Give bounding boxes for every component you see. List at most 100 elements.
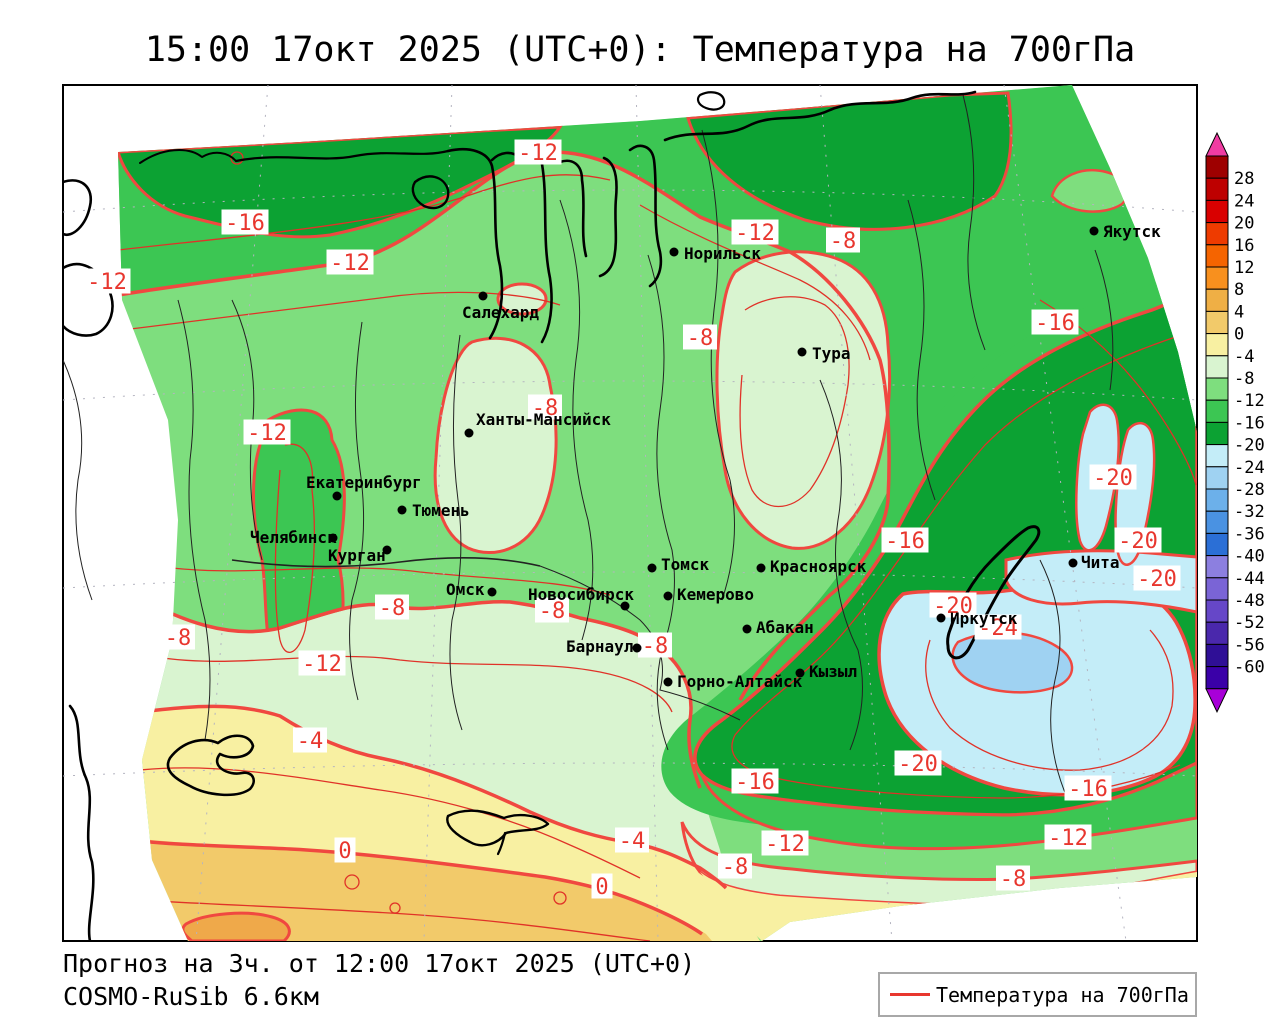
city-label: Екатеринбург xyxy=(306,473,422,492)
colorbar-cell xyxy=(1206,223,1228,245)
contour-label: -8 xyxy=(830,229,857,254)
city-label: Тура xyxy=(812,344,851,363)
city-label: Томск xyxy=(661,555,710,574)
colorbar-tick-label: 20 xyxy=(1234,214,1254,234)
colorbar-cell xyxy=(1206,467,1228,489)
city-dot xyxy=(664,592,673,601)
colorbar-cell xyxy=(1206,289,1228,311)
colorbar: 2824201612840-4-8-12-16-20-24-28-32-36-4… xyxy=(1206,133,1265,712)
contour-label: -12 xyxy=(330,251,370,276)
city-dot xyxy=(743,625,752,634)
contour-label: 0 xyxy=(338,839,351,864)
colorbar-tick-label: 4 xyxy=(1234,302,1244,322)
colorbar-cell xyxy=(1206,578,1228,600)
city-label: Новосибирск xyxy=(528,585,634,604)
contour-label: -16 xyxy=(1068,777,1108,802)
colorbar-tick-label: 8 xyxy=(1234,280,1244,300)
contour-label: -8 xyxy=(165,626,192,651)
legend-line-swatch xyxy=(890,993,930,996)
city-label: Курган xyxy=(328,546,386,565)
city-label: Кызыл xyxy=(809,662,857,681)
contour-label: -12 xyxy=(1048,826,1088,851)
colorbar-cell xyxy=(1206,667,1228,689)
city-dot xyxy=(798,348,807,357)
city-dot xyxy=(796,669,805,678)
colorbar-tick-label: -8 xyxy=(1234,369,1254,389)
contour-label: -8 xyxy=(722,855,749,880)
city-label: Тюмень xyxy=(412,501,470,520)
city-label: Красноярск xyxy=(770,557,867,576)
model-name-text: COSMO-RuSib 6.6км xyxy=(63,980,695,1014)
city-label: Абакан xyxy=(756,618,814,637)
colorbar-cell xyxy=(1206,356,1228,378)
city-label: Якутск xyxy=(1103,222,1161,241)
colorbar-cell xyxy=(1206,245,1228,267)
city-label: Челябинск xyxy=(250,528,337,547)
contour-label: -8 xyxy=(379,596,406,621)
weather-map-page: 15:00 17окт 2025 (UTC+0): Температура на… xyxy=(0,0,1280,1024)
city-label: Иркутск xyxy=(950,609,1018,628)
forecast-info-text: Прогноз на 3ч. от 12:00 17окт 2025 (UTC+… xyxy=(63,948,695,980)
city-label: Норильск xyxy=(684,244,761,263)
colorbar-tick-label: -48 xyxy=(1234,591,1265,611)
colorbar-tick-label: -60 xyxy=(1234,658,1265,678)
contour-label: -20 xyxy=(1118,529,1158,554)
colorbar-tick-label: -56 xyxy=(1234,635,1265,655)
colorbar-cell xyxy=(1206,445,1228,467)
colorbar-cell xyxy=(1206,600,1228,622)
city-dot xyxy=(479,292,488,301)
contour-label: -16 xyxy=(885,529,925,554)
city-label: Горно-Алтайск xyxy=(677,672,803,691)
city-label: Омск xyxy=(446,580,485,599)
city-label: Чита xyxy=(1081,553,1120,572)
contour-label: -16 xyxy=(225,211,265,236)
colorbar-tick-label: -36 xyxy=(1234,524,1265,544)
city-dot xyxy=(670,248,679,257)
colorbar-cell xyxy=(1206,200,1228,222)
city-label: Ханты-Мансийск xyxy=(476,410,611,429)
city-dot xyxy=(937,614,946,623)
city-dot xyxy=(465,429,474,438)
contour-label: -12 xyxy=(765,832,805,857)
city-dot xyxy=(648,564,657,573)
contour-label: -12 xyxy=(247,421,287,446)
colorbar-tick-label: 12 xyxy=(1234,258,1254,278)
colorbar-tick-label: 28 xyxy=(1234,169,1254,189)
city-label: Салехард xyxy=(462,303,539,322)
colorbar-arrow-up xyxy=(1206,133,1228,156)
legend-label: Температура на 700гПа xyxy=(936,983,1189,1007)
colorbar-tick-label: -4 xyxy=(1234,347,1254,367)
city-dot xyxy=(1069,559,1078,568)
colorbar-tick-label: 0 xyxy=(1234,325,1244,345)
contour-label: -12 xyxy=(302,652,342,677)
colorbar-tick-label: -24 xyxy=(1234,458,1265,478)
colorbar-cell xyxy=(1206,400,1228,422)
city-dot xyxy=(1090,227,1099,236)
colorbar-cell xyxy=(1206,378,1228,400)
map-inner: -12-16-12-12-12-8-8-16-8-12-8-8-8-12-8-4… xyxy=(63,85,1197,941)
contour-label: -20 xyxy=(898,752,938,777)
colorbar-tick-label: -44 xyxy=(1234,569,1265,589)
colorbar-cell xyxy=(1206,334,1228,356)
colorbar-cell xyxy=(1206,178,1228,200)
colorbar-cell xyxy=(1206,156,1228,178)
city-dot xyxy=(664,678,673,687)
colorbar-tick-label: -52 xyxy=(1234,613,1265,633)
city-dot xyxy=(488,588,497,597)
city-dot xyxy=(757,564,766,573)
legend-box: Температура на 700гПа xyxy=(878,972,1197,1017)
contour-label: -12 xyxy=(518,141,558,166)
colorbar-tick-label: -32 xyxy=(1234,502,1265,522)
colorbar-tick-label: -40 xyxy=(1234,547,1265,567)
contour-label: -12 xyxy=(87,270,127,295)
colorbar-cell xyxy=(1206,311,1228,333)
city-dot xyxy=(333,492,342,501)
colorbar-tick-label: -12 xyxy=(1234,391,1265,411)
colorbar-tick-label: -28 xyxy=(1234,480,1265,500)
colorbar-cell xyxy=(1206,489,1228,511)
contour-label: 0 xyxy=(595,875,608,900)
city-label: Кемерово xyxy=(677,585,754,604)
colorbar-tick-label: 16 xyxy=(1234,236,1254,256)
colorbar-tick-label: -20 xyxy=(1234,436,1265,456)
contour-label: -16 xyxy=(735,770,775,795)
